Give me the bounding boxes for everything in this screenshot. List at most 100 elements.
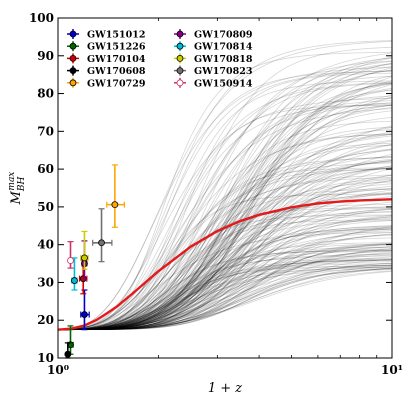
model-curve xyxy=(58,105,392,331)
model-curve xyxy=(58,250,392,331)
model-curve xyxy=(58,72,392,331)
model-curve xyxy=(58,209,392,331)
model-curve xyxy=(58,230,392,331)
legend-item-gw151226: GW151226 xyxy=(67,41,146,53)
model-curve xyxy=(58,252,392,331)
model-curve xyxy=(58,210,392,331)
legend-marker xyxy=(69,67,77,74)
model-curve xyxy=(58,52,392,331)
model-curve xyxy=(58,179,392,331)
model-curve xyxy=(58,242,392,331)
model-curve xyxy=(58,264,392,331)
model-curve xyxy=(58,248,392,331)
model-curve xyxy=(58,134,392,331)
model-curve xyxy=(58,129,392,331)
model-curve xyxy=(58,248,392,331)
model-curve xyxy=(58,180,392,331)
model-curve xyxy=(58,201,392,331)
model-curve xyxy=(58,157,392,331)
model-curve xyxy=(58,185,392,331)
model-curve xyxy=(58,244,392,331)
legend-item-gw151012: GW151012 xyxy=(67,29,145,41)
model-curve xyxy=(58,249,392,331)
legend-item-gw170608: GW170608 xyxy=(67,65,146,77)
model-curve xyxy=(58,226,392,331)
model-curve xyxy=(58,228,392,331)
y-tick-label: 40 xyxy=(37,238,54,252)
model-curve xyxy=(58,183,392,331)
model-curve xyxy=(58,206,392,331)
model-curve xyxy=(58,161,392,331)
model-curve xyxy=(58,133,392,331)
y-tick-label: 60 xyxy=(37,162,54,176)
y-tick-label: 20 xyxy=(37,313,54,327)
legend-item-gw170814: GW170814 xyxy=(174,41,253,53)
model-curve xyxy=(58,174,392,331)
marker xyxy=(67,257,74,264)
model-curve xyxy=(58,231,392,331)
model-curve xyxy=(58,110,392,331)
model-curve xyxy=(58,131,392,331)
model-curve xyxy=(58,168,392,331)
model-curve xyxy=(58,227,392,331)
legend-label: GW170729 xyxy=(87,78,146,89)
legend-label: GW170823 xyxy=(194,66,252,77)
model-curve xyxy=(58,51,392,331)
legend-item-gw170729: GW170729 xyxy=(67,77,146,89)
data-points xyxy=(64,164,125,359)
y-tick-label: 100 xyxy=(29,11,54,25)
legend-marker xyxy=(69,55,77,62)
model-curve xyxy=(58,149,392,331)
model-curve xyxy=(58,66,392,331)
model-curve xyxy=(58,259,392,331)
model-curve xyxy=(58,165,392,331)
model-curve xyxy=(58,255,392,331)
model-curve xyxy=(58,127,392,331)
model-curves xyxy=(58,40,392,331)
model-curve xyxy=(58,70,392,331)
model-curve xyxy=(58,75,392,331)
axis-labels: 1 + z MBHmax xyxy=(7,172,242,396)
model-curve xyxy=(58,40,392,331)
model-curve xyxy=(58,243,392,331)
model-curve xyxy=(58,219,392,331)
model-curve xyxy=(58,80,392,331)
model-curve xyxy=(58,89,392,331)
model-curve xyxy=(58,267,392,331)
model-curve xyxy=(58,193,392,331)
model-curve xyxy=(58,76,392,331)
model-curve xyxy=(58,263,392,331)
model-curve xyxy=(58,67,392,331)
model-curve xyxy=(58,258,392,331)
model-curve xyxy=(58,148,392,331)
model-curve xyxy=(58,196,392,331)
model-curve xyxy=(58,215,392,331)
y-tick-label: 30 xyxy=(37,275,54,289)
model-curve xyxy=(58,82,392,331)
model-curve xyxy=(58,165,392,331)
model-curve xyxy=(58,96,392,331)
x-tick-label: 10⁰ xyxy=(47,363,69,377)
model-curve xyxy=(58,160,392,331)
model-curve xyxy=(58,214,392,331)
model-curve xyxy=(58,179,392,331)
model-curve xyxy=(58,267,392,331)
model-curve xyxy=(58,133,392,331)
model-curve xyxy=(58,177,392,331)
model-curve xyxy=(58,189,392,331)
marker xyxy=(71,277,78,284)
model-curve xyxy=(58,243,392,331)
legend: GW151012GW151226GW170104GW170608GW170729… xyxy=(67,29,253,89)
y-axis-label: MBHmax xyxy=(7,172,27,206)
model-curve xyxy=(58,225,392,331)
model-curve xyxy=(58,94,392,331)
model-curve xyxy=(58,134,392,331)
model-curve xyxy=(58,60,392,331)
model-curve xyxy=(58,258,392,331)
model-curve xyxy=(58,89,392,331)
model-curve xyxy=(58,208,392,331)
model-curve xyxy=(58,220,392,331)
legend-marker xyxy=(69,79,77,87)
model-curve xyxy=(58,256,392,331)
